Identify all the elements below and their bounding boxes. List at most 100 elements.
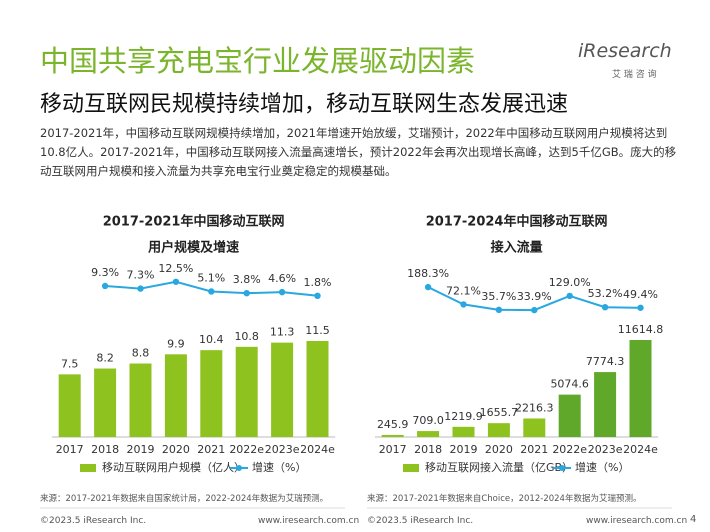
line-marker xyxy=(495,306,503,314)
x-tick-label: 2022e xyxy=(229,443,264,456)
title: 中国共享充电宝行业发展驱动因素 xyxy=(40,44,476,78)
bar xyxy=(417,431,440,437)
line-marker xyxy=(314,292,321,300)
line-label: 33.9% xyxy=(517,290,552,303)
paragraph: 2017-2021年，中国移动互联网规模持续增加，2021年增速开始放缓，艾瑞预… xyxy=(40,126,677,178)
line-label: 72.1% xyxy=(446,284,481,297)
bar xyxy=(235,346,258,437)
x-tick-label: 2019 xyxy=(450,443,478,456)
line-marker xyxy=(208,288,215,295)
url: www.iresearch.com.cn xyxy=(586,516,688,526)
bar xyxy=(594,372,617,437)
line-label: 188.3% xyxy=(407,267,449,280)
legend-label: 增速（%） xyxy=(575,460,629,474)
x-tick-label: 2020 xyxy=(485,443,513,456)
bar xyxy=(129,363,152,437)
bar xyxy=(558,394,581,437)
url: www.iresearch.com.cn xyxy=(258,516,360,526)
line-marker xyxy=(424,283,432,291)
bar xyxy=(629,340,652,437)
chart-title: 2017-2024年中国移动互联网 xyxy=(426,214,608,230)
line-marker xyxy=(172,278,180,285)
bar xyxy=(271,342,294,437)
x-tick-label: 2018 xyxy=(91,443,119,456)
line-label: 5.1% xyxy=(197,271,225,284)
x-tick-label: 2024e xyxy=(623,443,658,456)
line-label: 12.5% xyxy=(158,262,193,275)
legend-swatch xyxy=(80,464,96,472)
bar xyxy=(94,368,117,437)
bar xyxy=(523,418,546,437)
chart-title: 用户规模及增速 xyxy=(147,240,239,256)
line-label: 1.8% xyxy=(304,276,332,289)
bar xyxy=(381,434,404,437)
bar-label: 8.8 xyxy=(132,347,150,360)
legend-label: 移动互联网接入流量（亿GB） xyxy=(425,460,573,474)
chart-title: 2017-2021年中国移动互联网 xyxy=(103,214,285,230)
bar xyxy=(306,340,329,437)
logo: iResearch xyxy=(578,40,672,62)
x-tick-label: 2021 xyxy=(197,443,225,456)
bar-label: 11.3 xyxy=(270,326,295,339)
line-label: 7.3% xyxy=(127,269,155,282)
line-label: 3.8% xyxy=(233,273,261,286)
line-marker xyxy=(101,282,109,290)
line-marker xyxy=(531,306,538,314)
bar-label: 7.5 xyxy=(61,357,79,370)
legend-swatch xyxy=(559,465,565,471)
line-label: 129.0% xyxy=(549,276,591,289)
x-tick-label: 2017 xyxy=(379,443,407,456)
x-tick-label: 2024e xyxy=(300,443,335,456)
subtitle: 移动互联网民规模持续增加，移动互联网生态发展迅速 xyxy=(40,92,569,117)
line-label: 35.7% xyxy=(481,290,516,303)
chart-title: 接入流量 xyxy=(491,240,543,256)
x-tick-label: 2023e xyxy=(588,443,623,456)
line-label: 53.2% xyxy=(588,287,623,300)
bar xyxy=(164,354,187,437)
line-marker xyxy=(243,289,250,297)
line-marker xyxy=(460,301,467,308)
x-tick-label: 2023e xyxy=(265,443,300,456)
line-marker xyxy=(601,304,609,311)
copyright: ©2023.5 iResearch Inc. xyxy=(40,516,147,526)
page-number: 4 xyxy=(690,514,697,525)
line-label: 9.3% xyxy=(91,266,119,279)
logo-sub: 艾 瑞 咨 询 xyxy=(612,70,657,80)
legend-label: 增速（%） xyxy=(252,460,306,474)
bar-label: 10.8 xyxy=(234,330,259,343)
x-tick-label: 2018 xyxy=(414,443,442,456)
copyright: ©2023.5 iResearch Inc. xyxy=(367,516,474,526)
bar-label: 10.4 xyxy=(199,333,224,346)
bar-label: 9.9 xyxy=(167,337,185,350)
line-marker xyxy=(566,292,573,300)
x-tick-label: 2020 xyxy=(162,443,190,456)
line-label: 4.6% xyxy=(268,272,296,285)
legend-label: 移动互联网用户规模（亿人） xyxy=(102,460,245,474)
legend-swatch xyxy=(403,464,419,472)
bar-label: 1219.9 xyxy=(444,410,483,423)
bar-label: 2216.3 xyxy=(515,401,554,414)
source: 来源：2017-2021年数据来自国家统计局，2022-2024年数据为艾瑞预测… xyxy=(40,494,329,504)
line-label: 49.4% xyxy=(623,288,658,301)
x-tick-label: 2021 xyxy=(520,443,548,456)
bar xyxy=(487,423,510,437)
x-tick-label: 2022e xyxy=(552,443,587,456)
bar-label: 245.9 xyxy=(377,418,409,431)
legend-swatch xyxy=(236,465,242,471)
bar xyxy=(200,350,223,437)
bar-label: 1655.7 xyxy=(480,406,519,419)
bar-label: 11.5 xyxy=(305,324,330,337)
bar xyxy=(452,426,475,437)
bar-label: 709.0 xyxy=(412,414,444,427)
x-tick-label: 2019 xyxy=(127,443,155,456)
line-marker xyxy=(637,304,644,311)
bar-label: 11614.8 xyxy=(618,323,664,336)
line-marker xyxy=(278,288,286,296)
bar xyxy=(58,374,81,437)
bar-label: 8.2 xyxy=(96,352,114,365)
bar-label: 5074.6 xyxy=(550,378,589,391)
bar-label: 7774.3 xyxy=(586,355,625,368)
line-marker xyxy=(137,285,144,292)
